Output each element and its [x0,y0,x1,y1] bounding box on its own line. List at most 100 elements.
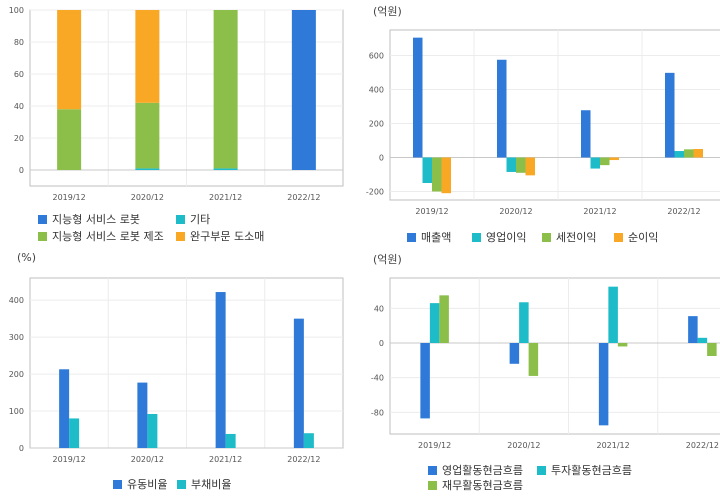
bar [213,10,238,169]
bar [528,343,539,376]
bar [697,337,708,343]
legend-item: 영업활동현금흐름 [428,462,523,478]
legend-swatch [38,231,47,241]
x-tick-label: 2019/12 [415,207,448,216]
bar [293,318,304,448]
y-tick-label: 40 [14,102,24,111]
legend-label: 영업이익 [486,231,527,244]
legend-item: 지능형 서비스 로봇 제조 [38,228,164,244]
chart-3-unit-label: (%) [17,251,37,264]
chart-4-plot: -80 -40 0 40 2019/12 2020/12 2021/12 2022/12 [371,277,720,450]
x-tick-label: 2021/12 [209,193,242,200]
bar [59,369,70,448]
bar [413,37,423,158]
bar [693,149,703,158]
legend-swatch [177,479,186,489]
bar [57,10,82,110]
bar [420,343,430,419]
y-tick-label: 60 [14,70,24,79]
y-tick-label: 400 [369,86,384,95]
bar [598,343,609,426]
bar [135,102,160,169]
y-tick-label: -40 [371,374,384,383]
legend-item: 영업이익 [472,229,526,245]
y-tick-label: 200 [9,370,24,379]
legend-item: 순이익 [614,229,658,245]
legend-swatch [176,214,185,224]
x-tick-label: 2021/12 [209,455,242,464]
x-tick-label: 2022/12 [287,193,320,200]
legend-swatch [428,480,437,490]
legend-label: 영업활동현금흐름 [442,464,523,477]
bar [432,157,442,192]
y-tick-label: 0 [19,444,24,453]
chart-2-legend: 매출액 영업이익 세전이익 순이익 [407,229,717,245]
bar [608,286,618,343]
legend-swatch [428,465,437,475]
legend-swatch [176,231,185,241]
y-tick-label: 0 [19,166,24,175]
y-tick-label: -80 [371,408,384,417]
legend-label: 세전이익 [556,231,597,244]
legend-item: 유동비율 [113,476,167,492]
chart-panel-1: 0 20 40 60 80 100 2019/12 2020/12 2021/12 2022/12… [0,0,360,248]
bar [688,316,698,343]
bar [590,157,600,169]
x-tick-label: 2020/12 [507,441,540,450]
chart-1-plot: 0 20 40 60 80 100 2019/12 2020/12 2021/12 2022/12 [9,6,344,200]
chart-2-plot: -200 0 200 400 600 2019/12 2020/12 2021/12 2022/… [366,29,720,216]
legend-swatch [542,232,551,242]
bar [674,151,684,158]
chart-3-legend: 유동비율 부채비율 [113,476,313,492]
y-tick-label: 100 [9,407,24,416]
chart-1-legend: 지능형 서비스 로봇 기타 지능형 서비스 로봇 제조 완구부문 도소매 [38,211,358,245]
x-tick-label: 2020/12 [131,193,164,200]
x-tick-label: 2020/12 [499,207,532,216]
chart-panel-2: (억원) -200 0 200 400 600 2019/12 2020/12 2021/12… [360,0,720,248]
legend-item: 투자활동현금흐름 [537,462,632,478]
legend-item: 기타 [176,211,210,227]
legend-label: 부채비율 [191,478,232,491]
x-tick-label: 2019/12 [53,455,86,464]
legend-swatch [537,465,546,475]
y-tick-label: 200 [369,120,384,129]
x-tick-label: 2022/12 [287,455,320,464]
y-tick-label: 80 [14,38,24,47]
x-tick-label: 2021/12 [583,207,616,216]
x-tick-label: 2022/12 [667,207,700,216]
bar [429,303,440,343]
legend-swatch [38,214,47,224]
bar [617,343,628,347]
bar [609,157,619,161]
legend-swatch [472,232,481,242]
bar [519,302,529,343]
y-tick-label: -200 [366,188,384,197]
chart-3-plot: 0 100 200 300 400 2019/12 2020/12 2021/12 2022/1… [9,277,344,464]
bar [600,157,610,166]
bar [225,433,236,448]
legend-swatch [614,232,623,242]
y-tick-label: 20 [14,134,24,143]
legend-label: 재무활동현금흐름 [442,479,523,492]
bar [57,109,82,170]
bar [581,110,591,158]
legend-item: 지능형 서비스 로봇 [38,211,140,227]
bar [137,382,148,448]
legend-item: 완구부문 도소매 [176,228,264,244]
legend-label: 기타 [190,213,211,226]
legend-label: 매출액 [421,231,452,244]
y-tick-label: 600 [369,52,384,61]
x-tick-label: 2022/12 [686,441,719,450]
legend-label: 유동비율 [127,478,168,491]
bar [215,292,226,448]
chart-panel-4: (억원) -80 -40 0 40 2019/12 2020/12 2021/12 2022/… [360,248,720,496]
bar [439,295,449,343]
legend-item: 매출액 [407,229,451,245]
bar [69,418,80,448]
y-tick-label: 0 [379,154,384,163]
bar [665,72,675,158]
y-tick-label: 0 [379,339,384,348]
y-tick-label: 100 [9,6,24,15]
legend-item: 재무활동현금흐름 [428,477,523,493]
legend-swatch [113,479,122,489]
